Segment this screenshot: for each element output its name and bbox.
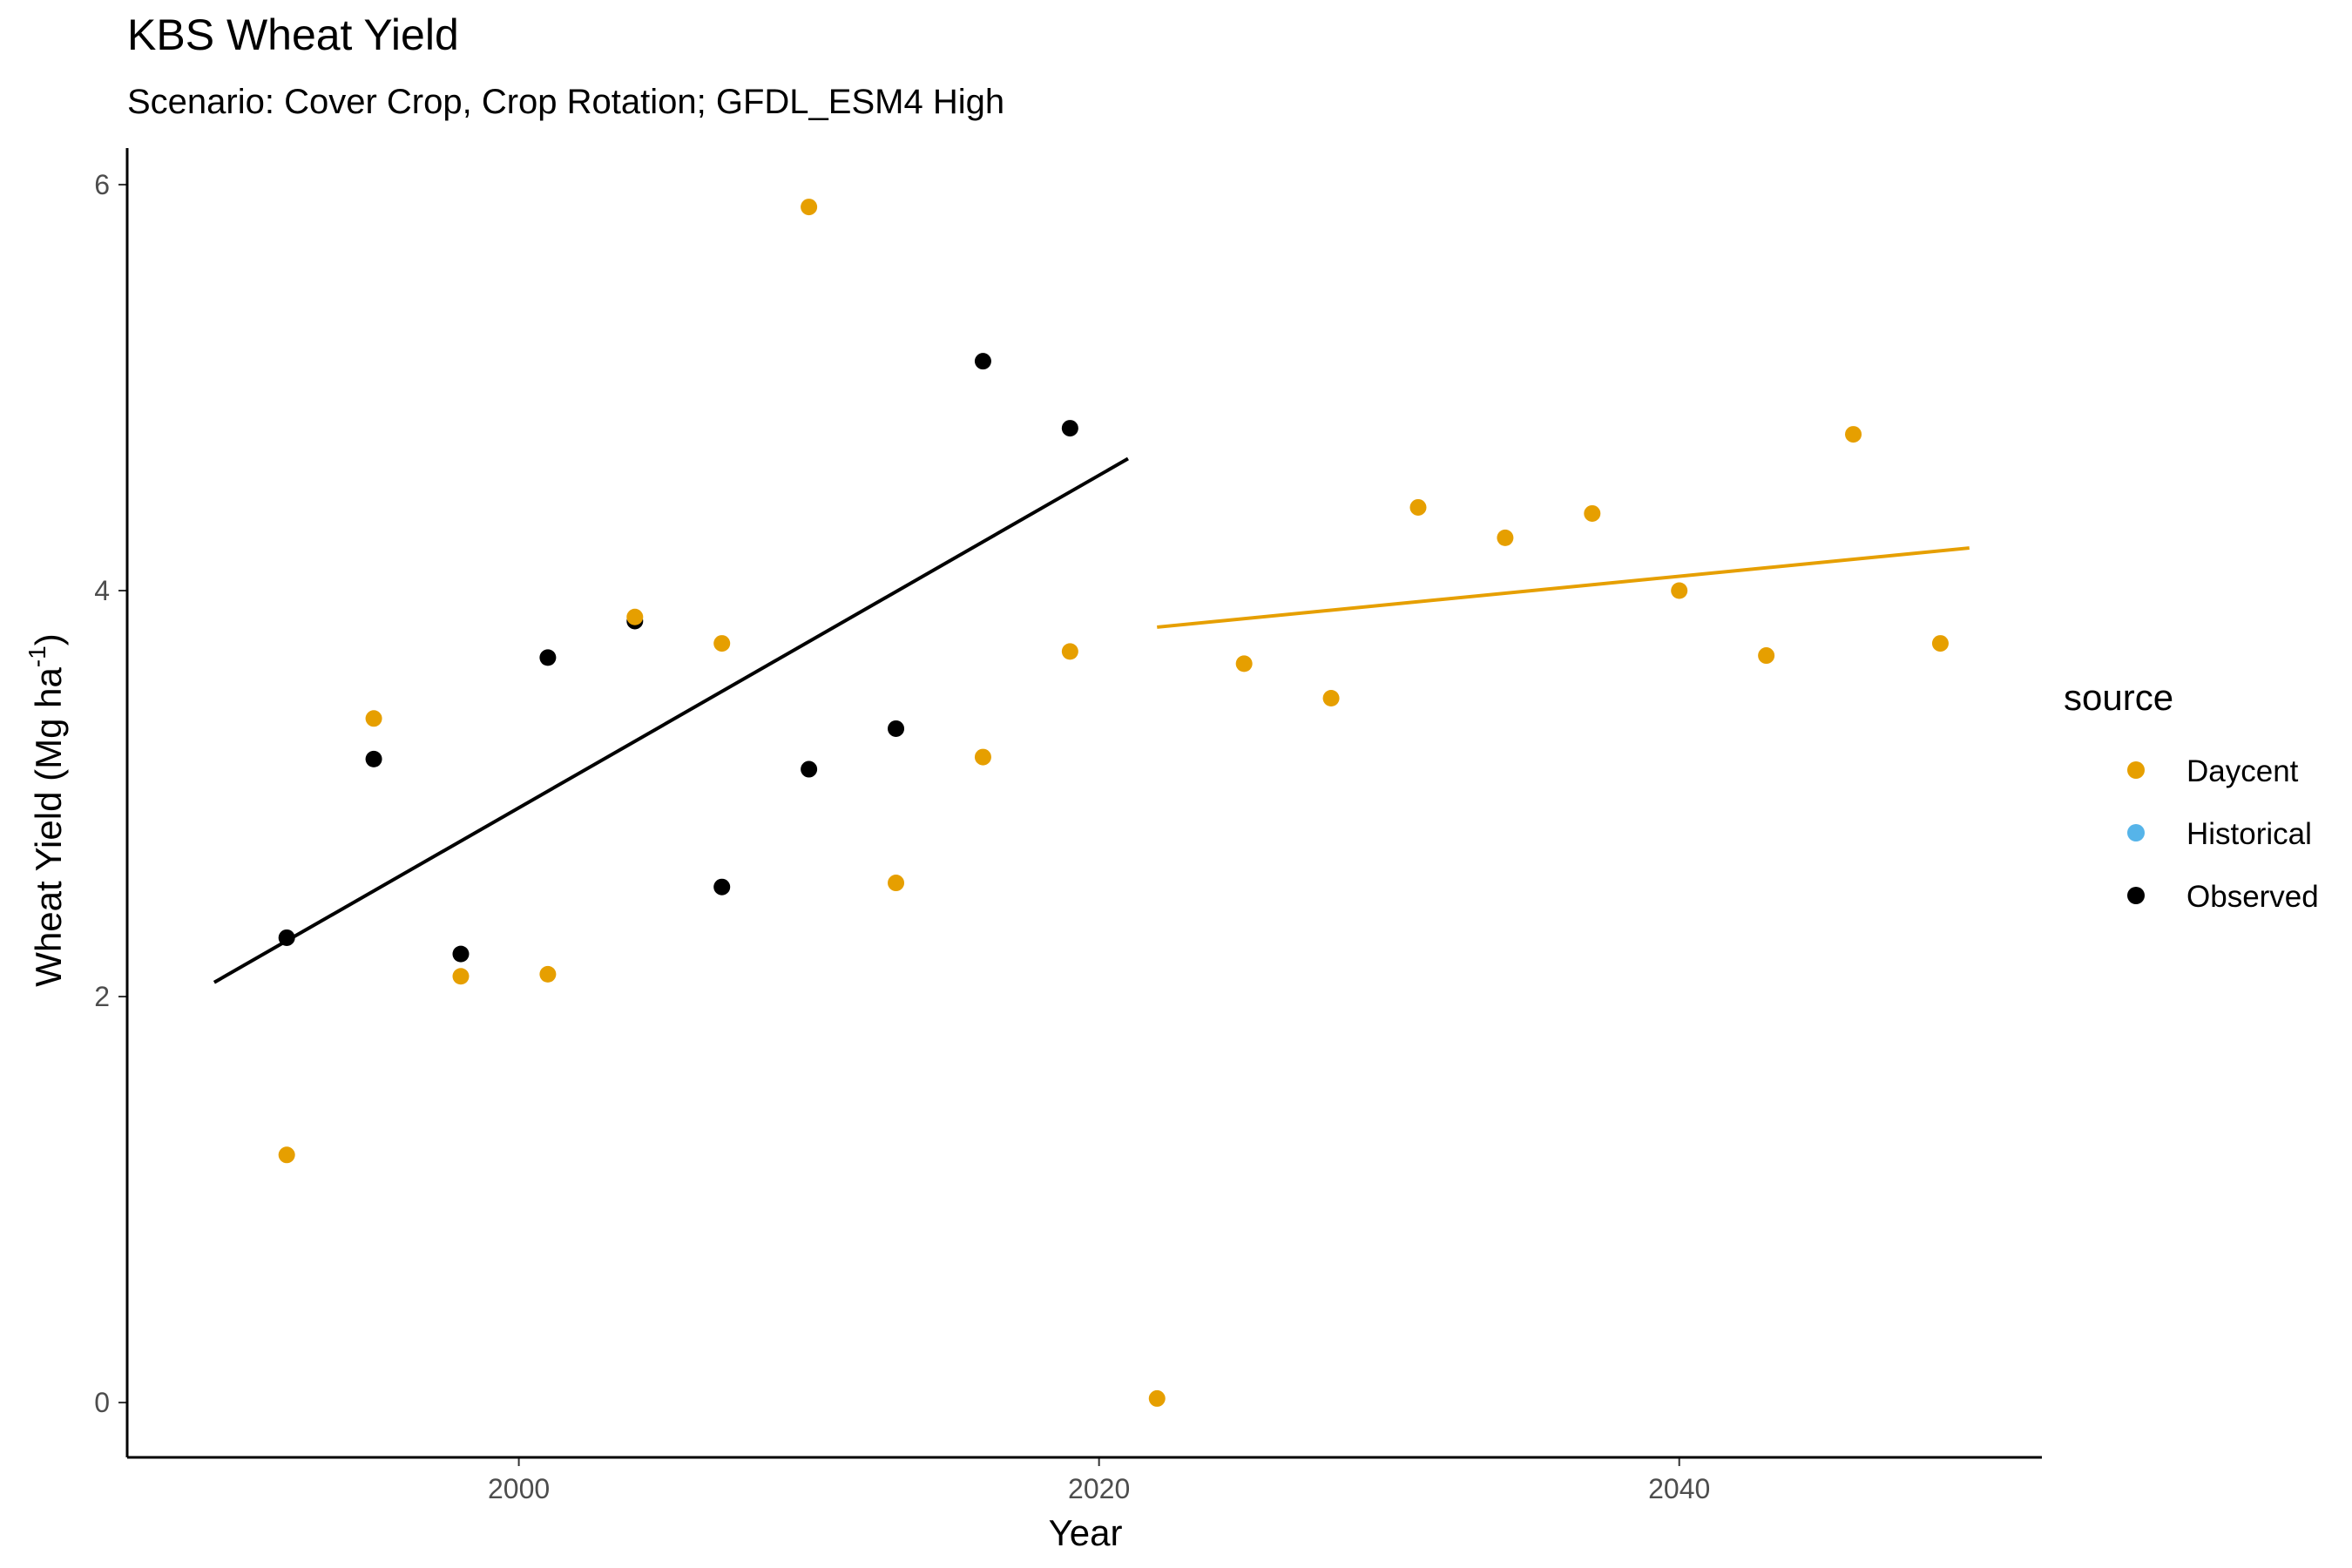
legend-key-daycent [2127,761,2145,779]
point-observed [801,760,818,778]
x-tick-label: 2020 [1068,1473,1130,1504]
y-tick-label: 6 [94,169,110,200]
point-observed [974,353,991,370]
point-daycent [888,875,905,892]
x-axis-label: Year [1049,1512,1123,1553]
point-daycent [713,635,731,652]
point-daycent [365,710,382,727]
point-daycent [1409,498,1427,516]
point-observed [452,945,470,963]
trend-line-daycent [1157,546,1970,629]
legend-label-observed: Observed [2186,880,2319,914]
x-tick-label: 2000 [488,1473,550,1504]
point-daycent [974,748,991,766]
legend: source Daycent Historical Observed [2064,677,2319,914]
x-tick-label: 2040 [1648,1473,1710,1504]
point-observed [713,878,731,896]
point-daycent [1931,635,1949,652]
legend-label-historical: Historical [2186,817,2312,851]
point-daycent [539,965,557,983]
legend-key-observed [2127,887,2145,904]
chart-subtitle: Scenario: Cover Crop, Crop Rotation; GFD… [127,83,1004,121]
point-observed [278,929,295,946]
y-tick-label: 0 [94,1387,110,1418]
y-axis-label: Wheat Yield (Mg ha-1) [24,633,69,986]
point-observed [539,649,557,666]
y-tick-label: 2 [94,981,110,1012]
y-axis-label-superscript: -1 [24,645,51,667]
point-daycent [1845,426,1862,443]
point-daycent [1061,643,1078,660]
legend-key-historical [2127,824,2145,841]
point-daycent [1148,1389,1166,1407]
point-observed [888,720,905,737]
point-daycent [626,608,644,625]
point-daycent [1671,582,1688,599]
point-daycent [1322,689,1340,706]
point-observed [365,750,382,767]
axis-ticks: 0 2 4 6 2000 2020 2040 [94,169,1710,1504]
point-daycent [1584,504,1601,522]
point-daycent [801,199,818,216]
trend-line-observed [213,456,1129,984]
point-daycent [1235,655,1253,672]
chart-title: KBS Wheat Yield [127,10,459,59]
legend-title: source [2064,677,2173,718]
trend-lines [213,456,1970,984]
point-daycent [452,968,470,985]
data-points [278,199,1949,1407]
point-daycent [1758,647,1775,665]
legend-label-daycent: Daycent [2186,754,2299,788]
y-tick-label: 4 [94,575,110,606]
point-daycent [1497,529,1514,546]
point-observed [1061,420,1078,437]
point-daycent [278,1146,295,1164]
